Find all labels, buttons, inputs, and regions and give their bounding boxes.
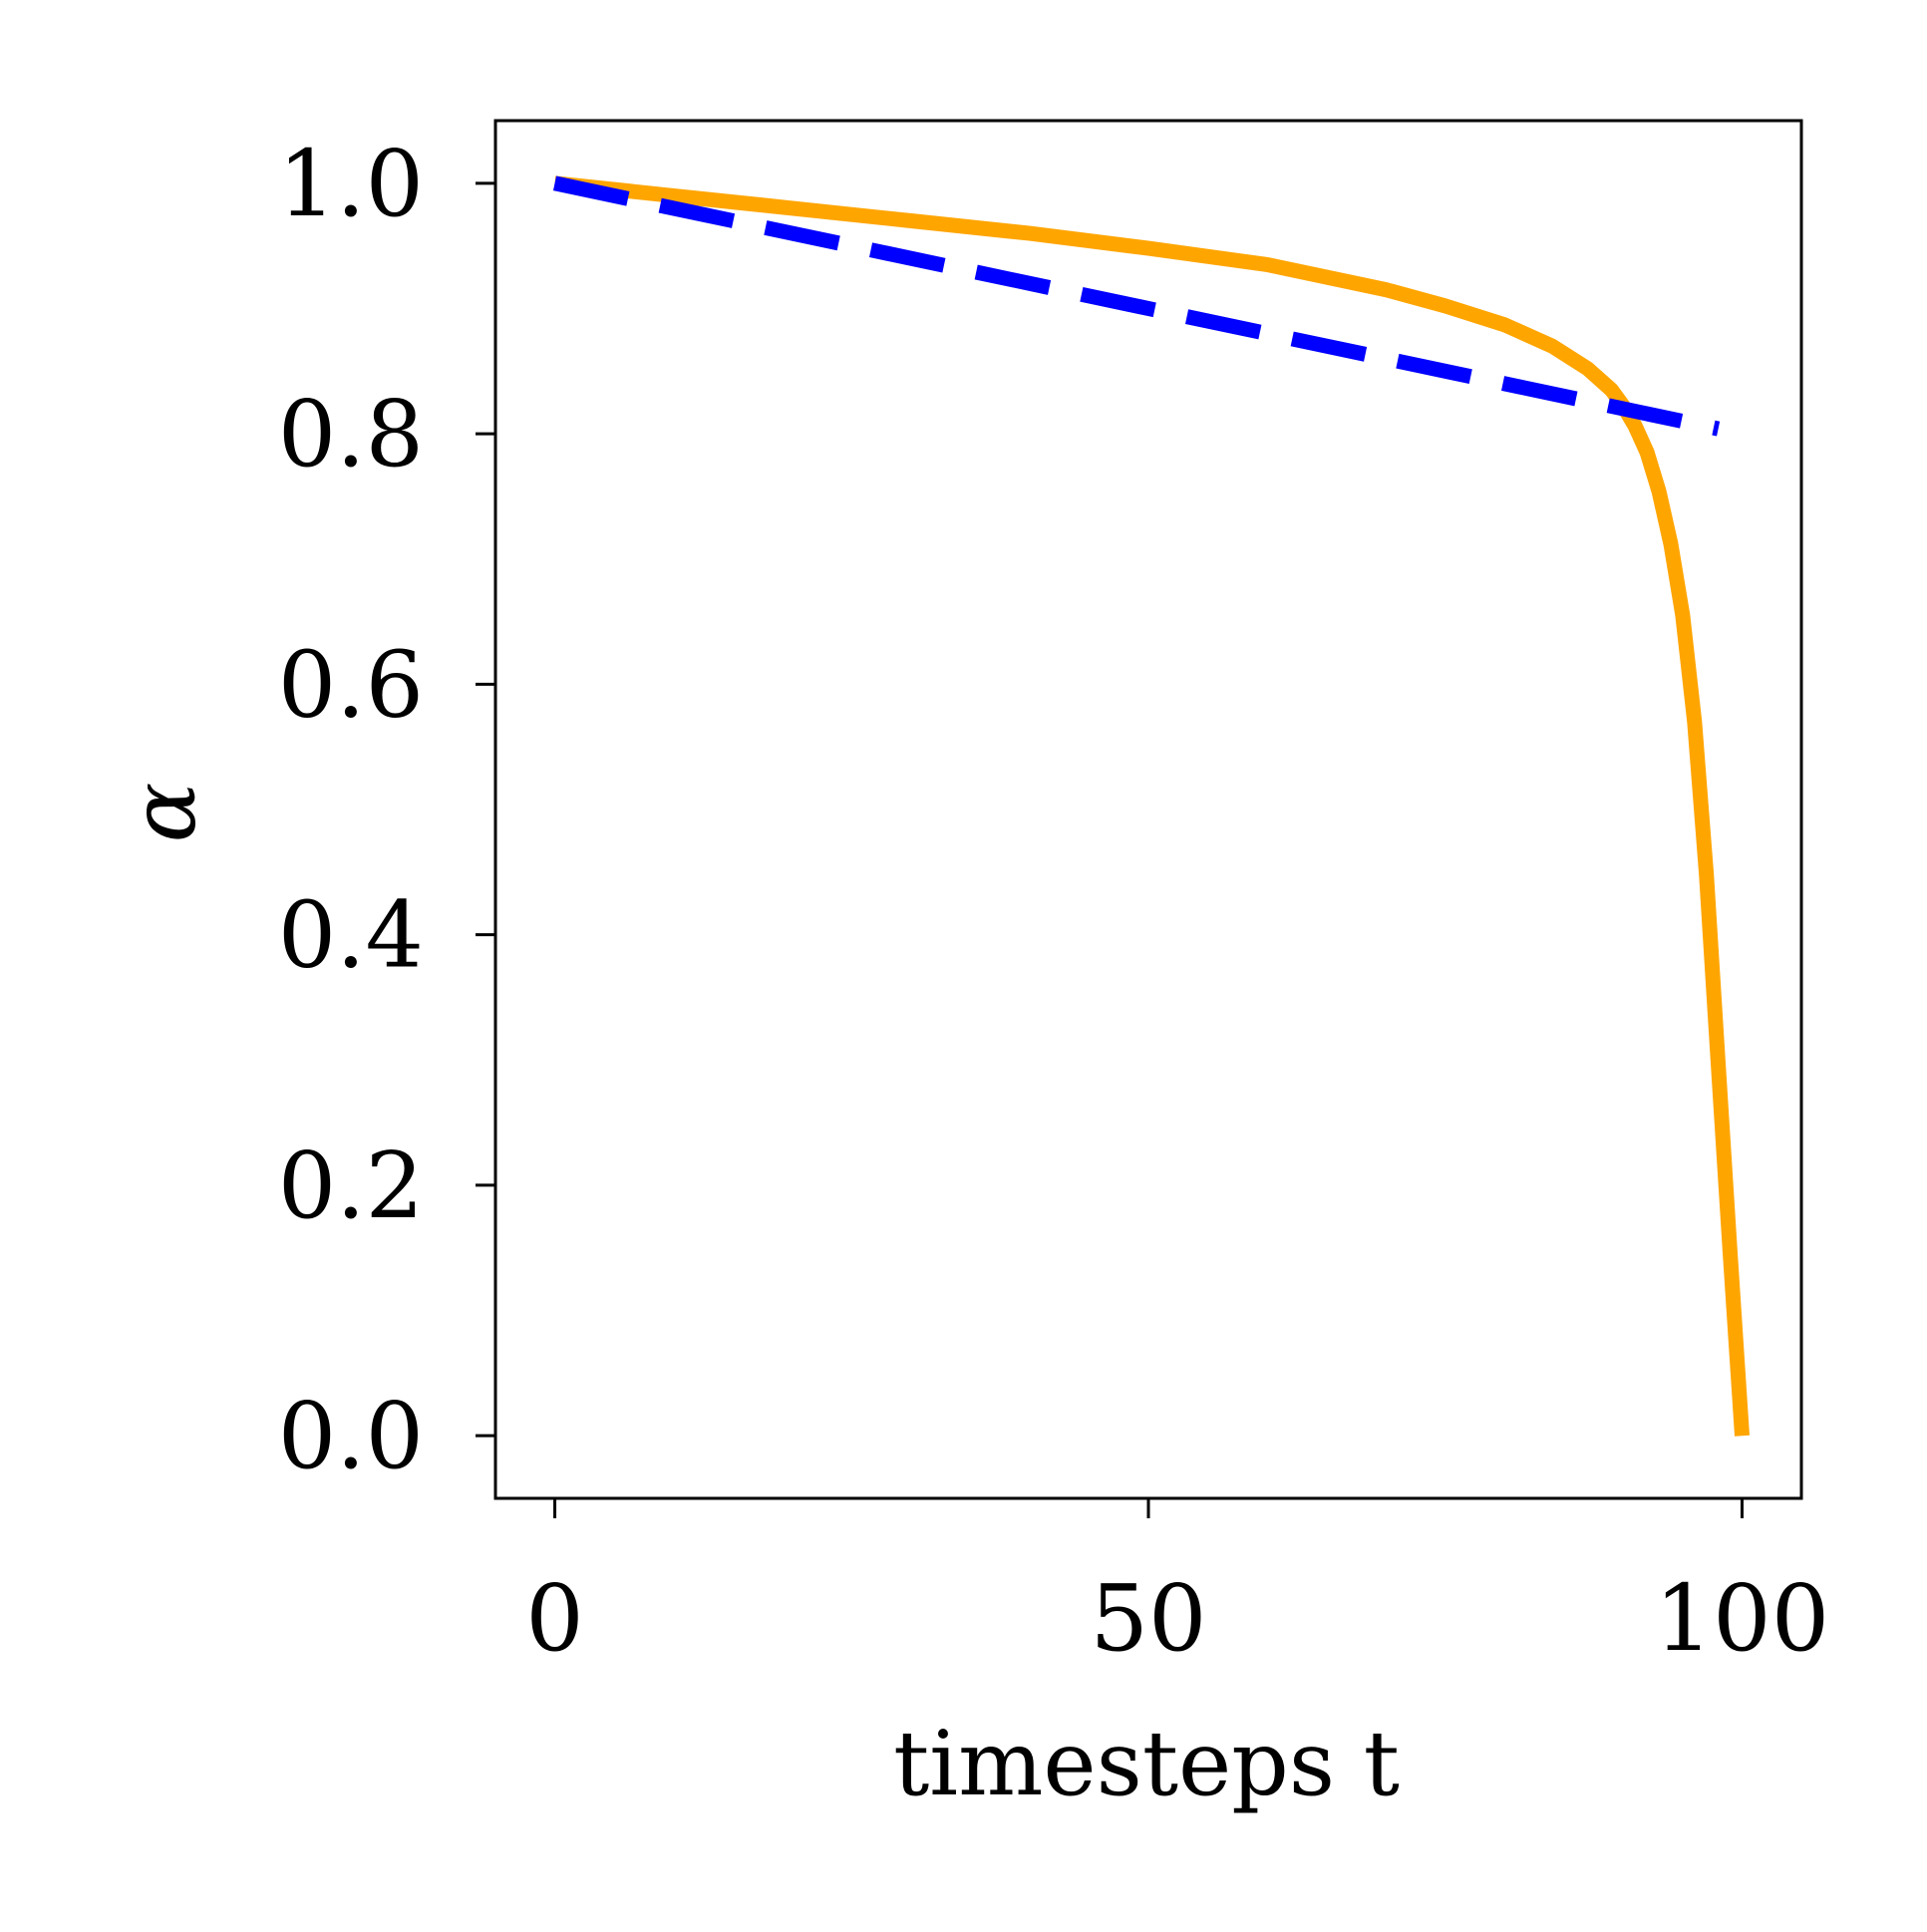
y-tick-label-5: 1.0	[278, 131, 424, 237]
x-axis-label: timesteps t	[893, 1712, 1400, 1816]
plot-frame	[493, 119, 1803, 1500]
x-tick-label-1: 50	[1090, 1565, 1206, 1672]
y-tick-label-3: 0.6	[278, 631, 424, 738]
series-line-2	[552, 175, 1721, 437]
series-line-1	[553, 175, 1750, 1437]
series-layer	[552, 175, 1750, 1437]
x-tick-label-2: 100	[1655, 1565, 1830, 1672]
y-axis-label: α	[112, 783, 216, 843]
y-tick-label-2: 0.4	[278, 882, 424, 989]
x-axis: 0 50 100	[525, 1498, 1829, 1672]
y-tick-label-1: 0.2	[278, 1132, 424, 1239]
y-axis: 0.0 0.2 0.4 0.6 0.8 1.0	[278, 131, 495, 1489]
x-tick-label-0: 0	[525, 1565, 584, 1672]
y-tick-label-0: 0.0	[278, 1383, 424, 1489]
y-tick-label-4: 0.8	[278, 381, 424, 487]
